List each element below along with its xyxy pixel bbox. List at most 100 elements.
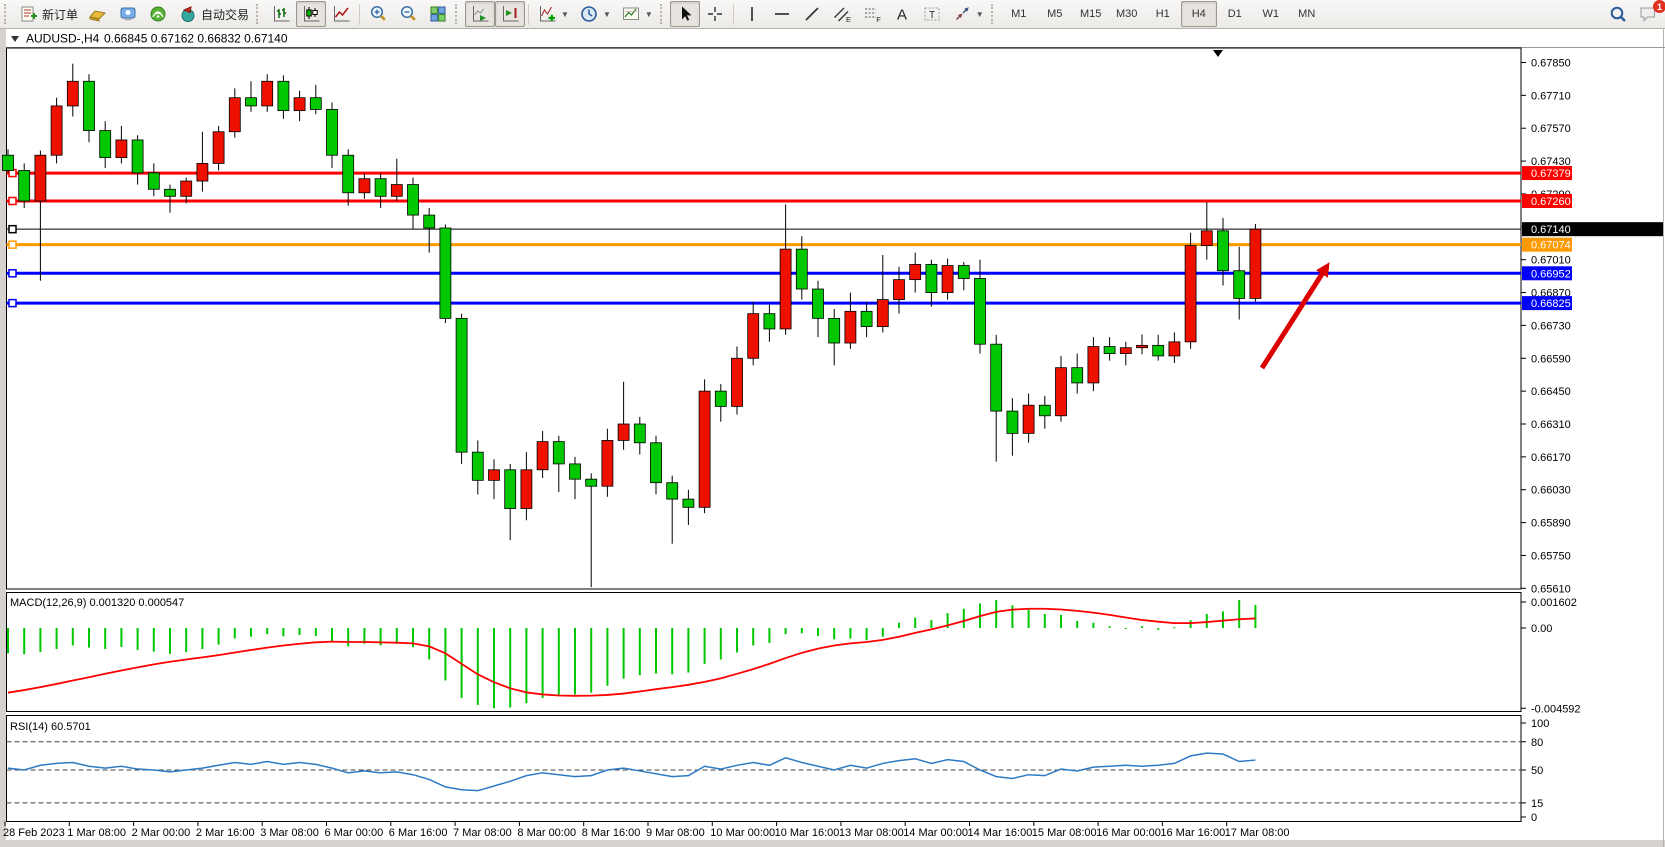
vertical-line-button[interactable] — [737, 1, 767, 27]
timeframe-button-w1[interactable]: W1 — [1253, 1, 1289, 27]
zoom-out-button[interactable] — [393, 1, 423, 27]
macd-histogram-bar — [1173, 627, 1176, 629]
candle-body — [99, 130, 112, 158]
candle-body — [18, 170, 31, 202]
timeframe-button-h1[interactable]: H1 — [1145, 1, 1181, 27]
toolbar-grip[interactable] — [659, 4, 666, 24]
timeframe-button-m15[interactable]: M15 — [1073, 1, 1109, 27]
market-button[interactable] — [83, 1, 113, 27]
level-line-handle[interactable] — [8, 298, 17, 308]
trend-arrow-annotation[interactable] — [1259, 262, 1330, 370]
auto-trading-button[interactable]: 自动交易 — [173, 1, 254, 27]
toolbar-grip[interactable] — [4, 4, 10, 24]
macd-histogram-bar — [590, 628, 593, 693]
toolbar-grip[interactable] — [455, 4, 461, 24]
timeframe-button-h1-label: H1 — [1155, 8, 1170, 20]
shift-end-marker[interactable] — [1213, 50, 1223, 57]
new-order-button[interactable]: 新订单 — [14, 1, 83, 27]
macd-histogram-bar — [946, 613, 949, 628]
level-line-handle[interactable] — [8, 224, 17, 234]
trendline-button[interactable] — [797, 1, 827, 27]
time-tick-label: 10 Mar 16:00 — [775, 827, 840, 839]
cursor-button[interactable] — [669, 1, 700, 27]
rsi-panel: RSI(14) 60.5701 — [6, 721, 1521, 804]
timeframe-button-d1[interactable]: D1 — [1217, 1, 1253, 27]
new-order-icon — [21, 6, 37, 22]
level-price-chip-label: 0.67140 — [1531, 224, 1571, 236]
price-tick-label: 0.65610 — [1531, 583, 1571, 595]
chart-shift-button[interactable] — [495, 1, 526, 27]
toolbar-grip[interactable] — [990, 4, 997, 24]
signals-button[interactable] — [143, 1, 173, 27]
toolbar-separator — [528, 3, 530, 25]
time-axis[interactable] — [7, 823, 1522, 839]
line-chart-button[interactable] — [326, 1, 356, 27]
timeframe-button-h4[interactable]: H4 — [1180, 1, 1217, 27]
macd-histogram-bar — [250, 628, 252, 637]
timeframe-button-m5[interactable]: M5 — [1037, 1, 1073, 27]
tile-windows-button[interactable] — [423, 1, 453, 27]
arrows-button[interactable]: ▼ — [947, 1, 989, 27]
periods-icon — [581, 6, 597, 22]
templates-button[interactable]: ▼ — [616, 1, 658, 27]
rsi-tick-label: 50 — [1531, 765, 1543, 777]
equidistant-channel-button[interactable]: E — [827, 1, 857, 27]
auto-scroll-button[interactable] — [465, 1, 496, 27]
macd-histogram-bar — [136, 628, 139, 650]
chart-collapse-icon[interactable] — [11, 36, 19, 42]
candle-body — [66, 80, 79, 107]
macd-histogram-bar — [412, 628, 414, 648]
macd-histogram-bar — [379, 628, 382, 646]
community-button[interactable] — [113, 1, 143, 27]
level-line-handle[interactable] — [8, 196, 17, 206]
level-price-chip — [1522, 222, 1663, 237]
window-bottom-edge — [0, 840, 1665, 847]
crosshair-button[interactable] — [700, 1, 730, 27]
candle-body — [423, 214, 436, 229]
candle-body — [326, 109, 338, 156]
toolbar-grip[interactable] — [256, 4, 262, 24]
candlestick-chart-button[interactable] — [296, 1, 327, 27]
search-icon — [1610, 6, 1626, 22]
bar-chart-button[interactable] — [266, 1, 296, 27]
macd-histogram-bar — [865, 628, 868, 641]
macd-histogram-bar — [557, 628, 560, 697]
time-tick-label: 7 Mar 08:00 — [453, 827, 512, 839]
macd-histogram-bar — [428, 628, 431, 660]
macd-histogram-bar — [363, 628, 366, 644]
text-label-button[interactable]: T — [917, 1, 947, 27]
candles — [2, 63, 1262, 588]
search-button[interactable] — [1603, 1, 1633, 27]
time-tick-label: 15 Mar 08:00 — [1032, 827, 1097, 839]
level-line-handle[interactable] — [8, 269, 17, 278]
macd-histogram-bar — [298, 628, 301, 635]
fibonacci-button[interactable]: F — [857, 1, 887, 27]
time-tick-label: 8 Mar 16:00 — [582, 827, 641, 839]
macd-histogram-bar — [736, 628, 738, 653]
macd-histogram-bar — [266, 628, 269, 635]
macd-histogram-bar — [1157, 628, 1160, 630]
macd-histogram-bar — [1011, 605, 1014, 628]
indicators-button[interactable]: ▼ — [532, 1, 574, 27]
indicators-icon — [540, 6, 556, 22]
candle-body — [131, 139, 144, 174]
horizontal-line-button[interactable] — [767, 1, 797, 27]
level-line-handle[interactable] — [8, 240, 17, 249]
text-button[interactable]: A — [887, 1, 917, 27]
timeframe-button-mn[interactable]: MN — [1289, 1, 1325, 27]
timeframe-button-m1[interactable]: M1 — [1001, 1, 1037, 27]
zoom-in-button[interactable] — [363, 1, 393, 27]
horizontal-line-icon — [774, 13, 789, 15]
notifications-button[interactable]: 1 — [1633, 0, 1665, 27]
macd-panel: MACD(12,26,9) 0.001320 0.000547 — [7, 597, 1257, 709]
timeframe-button-mn-label: MN — [1298, 8, 1316, 20]
periods-button[interactable]: ▼ — [574, 1, 616, 27]
level-price-chip-label: 0.67074 — [1531, 240, 1571, 252]
price-tick-label: 0.67430 — [1531, 156, 1571, 168]
timeframe-button-m1-label: M1 — [1011, 8, 1027, 20]
timeframe-button-m30[interactable]: M30 — [1109, 1, 1145, 27]
macd-histogram-bar — [962, 608, 965, 628]
svg-text:F: F — [876, 15, 881, 24]
timeframe-button-m15-label: M15 — [1080, 8, 1102, 20]
price-tick-label: 0.65750 — [1531, 550, 1571, 562]
